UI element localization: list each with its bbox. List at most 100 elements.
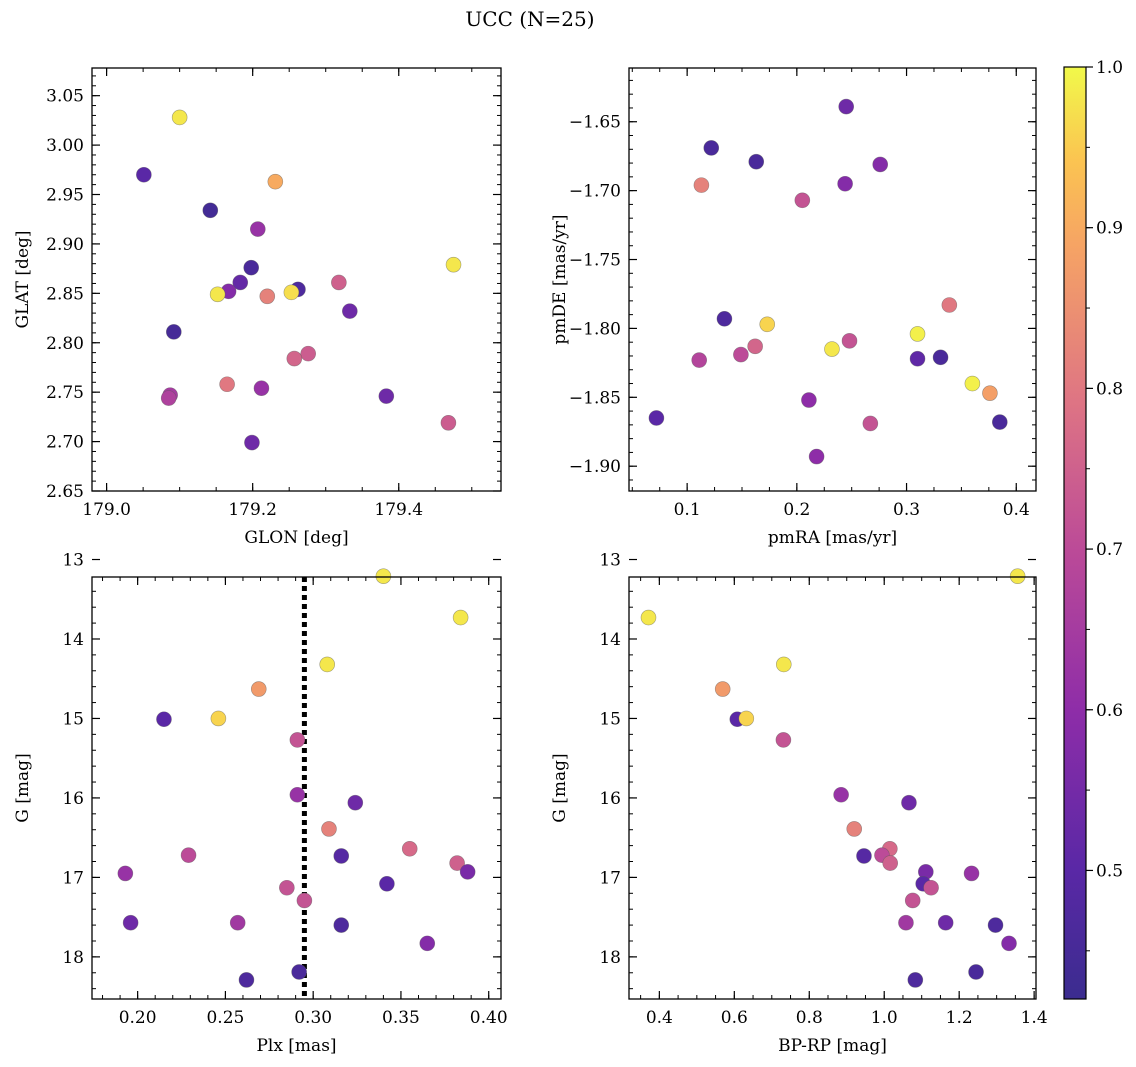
scatter-point xyxy=(243,259,260,276)
scatter-point xyxy=(987,917,1004,933)
scatter-point xyxy=(249,221,266,237)
scatter-point xyxy=(963,865,980,882)
y-tick-label: 3.00 xyxy=(46,136,84,156)
x-tick-label: 0.1 xyxy=(674,500,701,520)
scatter-point xyxy=(691,352,708,368)
colorbar: 0.5 0.6 0.7 0.8 0.9 1.0 xyxy=(1063,58,1123,1000)
panel-pmra-pmde: 0.1 0.2 0.3 0.4 −1.90 −1.85 −1.80 −1.75 −1.70 −1.… xyxy=(550,67,1037,548)
panels-group: 179.0 179.2 179.4 2.65 2.70 2.75 2.80 2.85 2.90 2… xyxy=(13,67,1048,1056)
scatter-point xyxy=(904,892,921,909)
x-axis-label: pmRA [mas/yr] xyxy=(768,528,897,548)
scatter-point xyxy=(775,732,792,748)
scatter-point xyxy=(286,350,303,367)
scatter-point xyxy=(379,875,395,892)
scatter-point xyxy=(841,333,858,349)
x-tick-label: 0.6 xyxy=(721,1008,748,1028)
scatter-point xyxy=(837,175,853,192)
scatter-point xyxy=(747,338,763,355)
panel-bprp-g: 0.4 0.6 0.8 1.0 1.2 1.4 13 14 15 16 17 18 BP-RP [mag… xyxy=(550,551,1048,1056)
scatter-point xyxy=(968,964,984,980)
axes-frame xyxy=(628,576,1037,1000)
y-tick-label: 2.80 xyxy=(46,334,84,354)
scatter-point xyxy=(838,98,855,115)
scatter-point xyxy=(703,140,720,156)
x-tick-label: 0.2 xyxy=(783,500,810,520)
scatter-point xyxy=(289,786,306,803)
scatter-points xyxy=(640,568,1026,988)
scatter-point xyxy=(319,656,336,673)
scatter-point xyxy=(1001,935,1017,952)
scatter-point xyxy=(872,156,889,173)
scatter-point xyxy=(259,288,276,305)
scatter-point xyxy=(445,256,462,273)
scatter-point xyxy=(117,865,134,882)
scatter-point xyxy=(342,303,358,319)
scatter-point xyxy=(937,914,954,931)
y-axis-label: pmDE [mas/yr] xyxy=(550,214,570,344)
y-tick-label: 16 xyxy=(599,789,621,809)
colorbar-tick-label: 0.8 xyxy=(1096,379,1123,399)
y-tick-label: 14 xyxy=(62,630,84,650)
scatter-point xyxy=(209,286,226,303)
y-tick-label: 18 xyxy=(599,948,621,968)
x-tick-label: 0.35 xyxy=(382,1008,420,1028)
scatter-point xyxy=(824,341,840,357)
scatter-point xyxy=(291,964,307,980)
scatter-point xyxy=(801,392,817,408)
panel-plx-g: 0.20 0.25 0.30 0.35 0.40 13 14 15 16 17 18 Plx [mas… xyxy=(13,551,508,1056)
scatter-point xyxy=(401,840,418,857)
scatter-point xyxy=(180,847,197,863)
axis-ticks: 0.4 0.6 0.8 1.0 1.2 1.4 13 14 15 16 17 18 xyxy=(599,551,1047,1028)
scatter-point xyxy=(136,166,152,183)
y-tick-label: 13 xyxy=(599,551,621,571)
x-tick-label: 0.25 xyxy=(206,1008,244,1028)
y-tick-label: 2.75 xyxy=(46,383,84,403)
colorbar-tick-label: 0.7 xyxy=(1096,540,1123,560)
scatter-point xyxy=(856,848,872,864)
scatter-point xyxy=(648,410,665,426)
scatter-point xyxy=(862,415,879,432)
scatter-point xyxy=(941,297,958,313)
y-tick-label: −1.80 xyxy=(569,319,621,339)
y-tick-label: 17 xyxy=(62,868,84,888)
y-tick-label: 14 xyxy=(599,630,621,650)
scatter-point xyxy=(759,316,776,333)
scatter-point xyxy=(283,284,300,301)
scatter-point xyxy=(738,710,755,727)
scatter-point xyxy=(808,448,825,465)
scatter-point xyxy=(331,274,347,291)
x-tick-label: 0.30 xyxy=(294,1008,332,1028)
x-axis-label: Plx [mas] xyxy=(256,1036,336,1056)
scatter-point xyxy=(898,914,914,931)
colorbar-gradient xyxy=(1064,67,1086,999)
scatter-point xyxy=(232,274,249,291)
scatter-point xyxy=(267,173,284,190)
y-tick-label: 18 xyxy=(62,948,84,968)
scatter-point xyxy=(640,609,657,626)
x-tick-label: 0.4 xyxy=(646,1008,673,1028)
scatter-point xyxy=(440,415,457,431)
y-axis-label: G [mag] xyxy=(550,753,570,822)
scatter-point xyxy=(250,681,267,697)
y-tick-label: 2.90 xyxy=(46,235,84,255)
scatter-point xyxy=(171,109,188,126)
scatter-point xyxy=(289,732,306,748)
scatter-point xyxy=(909,326,926,342)
scatter-point xyxy=(122,914,139,931)
scatter-point xyxy=(166,324,182,340)
x-tick-label: 0.8 xyxy=(796,1008,823,1028)
y-tick-label: 16 xyxy=(62,789,84,809)
y-tick-label: 15 xyxy=(62,709,84,729)
scatter-point xyxy=(202,202,219,219)
scatter-point xyxy=(693,177,710,193)
scatter-point xyxy=(321,821,337,837)
colorbar-frame xyxy=(1063,66,1087,1000)
colorbar-tick-label: 0.6 xyxy=(1096,701,1123,721)
scatter-point xyxy=(156,711,172,728)
scatter-point xyxy=(882,855,899,871)
scatter-point xyxy=(991,414,1008,430)
x-axis-label: BP-RP [mag] xyxy=(778,1036,887,1056)
scatter-point xyxy=(229,914,246,931)
scatter-point xyxy=(419,935,436,952)
scatter-point xyxy=(296,892,313,909)
